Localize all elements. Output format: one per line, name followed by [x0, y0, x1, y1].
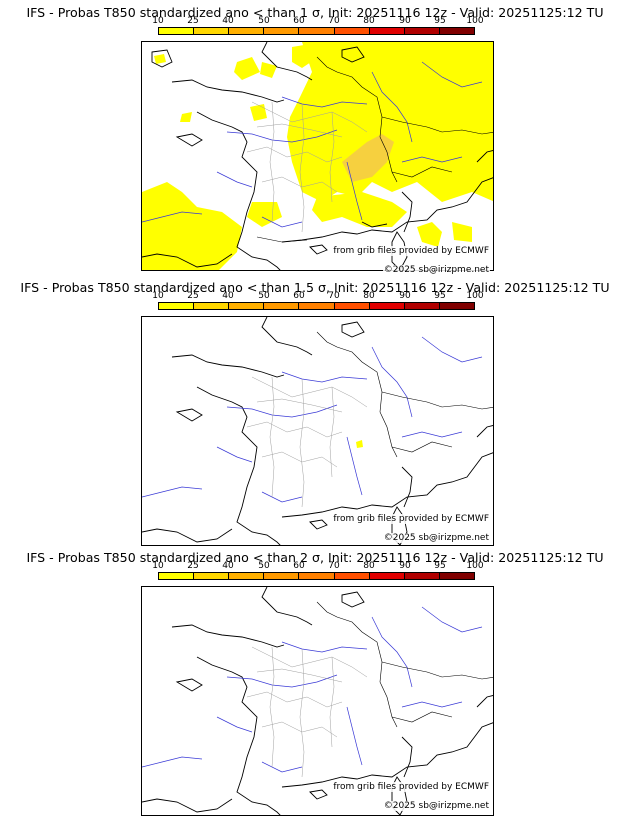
colorbar-tick: 100 [466, 291, 484, 301]
colorbar-swatch [334, 573, 370, 579]
colorbar-tick: 95 [434, 291, 446, 301]
colorbar-tick: 60 [293, 561, 305, 571]
probability-shading-mid [342, 134, 394, 182]
colorbar-swatch [159, 303, 195, 309]
colorbar-tick: 50 [258, 291, 270, 301]
country-borders [316, 331, 493, 458]
colorbar-swatch [264, 303, 300, 309]
panel-title: IFS - Probas T850 standardized ano < tha… [26, 5, 604, 20]
map-panel-2: IFS - Probas T850 standardized ano < tha… [0, 275, 630, 546]
colorbar-swatch [299, 28, 335, 34]
colorbar-tick: 40 [222, 561, 234, 571]
colorbar-tick: 90 [399, 291, 411, 301]
panel-title: IFS - Probas T850 standardized ano < tha… [20, 280, 610, 295]
colorbar-swatch [159, 573, 195, 579]
rivers [142, 336, 483, 503]
source-credit: from grib files provided by ECMWF [332, 246, 490, 256]
colorbar-tick: 95 [434, 16, 446, 26]
colorbar-tick-labels: 10 25 40 50 60 70 80 90 95 100 [140, 561, 510, 571]
colorbar-tick: 80 [363, 561, 375, 571]
region-borders [246, 101, 368, 233]
colorbar-swatch [264, 28, 300, 34]
region-borders [246, 376, 368, 508]
map-frame [141, 41, 494, 271]
colorbar [158, 302, 475, 310]
country-borders [256, 56, 493, 243]
source-credit: from grib files provided by ECMWF [332, 782, 490, 792]
colorbar-tick: 50 [258, 561, 270, 571]
rivers [142, 61, 483, 228]
map-frame [141, 586, 494, 816]
colorbar-tick: 90 [399, 561, 411, 571]
copyright-credit: ©2025 sb@irizpme.net [382, 265, 490, 275]
map-frame [141, 316, 494, 546]
colorbar-swatch [439, 28, 474, 34]
colorbar-swatch [334, 28, 370, 34]
colorbar-tick: 25 [187, 561, 199, 571]
colorbar-tick: 10 [152, 291, 164, 301]
colorbar-tick: 25 [187, 291, 199, 301]
colorbar-tick-labels: 10 25 40 50 60 70 80 90 95 100 [140, 291, 510, 301]
colorbar-swatch [194, 28, 230, 34]
colorbar-swatch [369, 573, 405, 579]
colorbar-tick: 10 [152, 16, 164, 26]
colorbar-tick: 10 [152, 561, 164, 571]
colorbar-swatch [404, 28, 440, 34]
colorbar-tick: 60 [293, 291, 305, 301]
colorbar-tick: 100 [466, 16, 484, 26]
colorbar-swatch [369, 303, 405, 309]
rivers [142, 606, 483, 773]
region-borders [246, 646, 368, 778]
colorbar-swatch [229, 303, 265, 309]
map-panel-1: IFS - Probas T850 standardized ano < tha… [0, 0, 630, 275]
colorbar [158, 572, 475, 580]
colorbar-tick: 70 [328, 16, 340, 26]
colorbar [158, 27, 475, 35]
colorbar-tick: 25 [187, 16, 199, 26]
colorbar-swatch [404, 573, 440, 579]
colorbar-tick: 70 [328, 561, 340, 571]
colorbar-swatch [439, 303, 474, 309]
colorbar-tick: 90 [399, 16, 411, 26]
copyright-credit: ©2025 sb@irizpme.net [382, 533, 490, 543]
coastline [142, 42, 493, 270]
country-borders [316, 601, 493, 728]
probability-map [142, 42, 493, 270]
colorbar-tick: 95 [434, 561, 446, 571]
probability-map [142, 317, 493, 545]
source-credit: from grib files provided by ECMWF [332, 514, 490, 524]
colorbar-swatch [334, 303, 370, 309]
colorbar-swatch [229, 573, 265, 579]
colorbar-swatch [264, 573, 300, 579]
colorbar-swatch [299, 573, 335, 579]
colorbar-swatch [159, 28, 195, 34]
map-panel-3: IFS - Probas T850 standardized ano < tha… [0, 545, 630, 816]
colorbar-swatch [439, 573, 474, 579]
colorbar-swatch [229, 28, 265, 34]
colorbar-tick: 80 [363, 16, 375, 26]
colorbar-swatch [299, 303, 335, 309]
colorbar-tick: 80 [363, 291, 375, 301]
copyright-credit: ©2025 sb@irizpme.net [382, 801, 490, 811]
colorbar-tick: 40 [222, 291, 234, 301]
colorbar-tick: 60 [293, 16, 305, 26]
colorbar-swatch [194, 303, 230, 309]
colorbar-tick: 50 [258, 16, 270, 26]
colorbar-tick: 40 [222, 16, 234, 26]
colorbar-tick: 70 [328, 291, 340, 301]
colorbar-swatch [369, 28, 405, 34]
colorbar-tick-labels: 10 25 40 50 60 70 80 90 95 100 [140, 16, 510, 26]
panel-title: IFS - Probas T850 standardized ano < tha… [26, 550, 604, 565]
colorbar-tick: 100 [466, 561, 484, 571]
probability-shading [356, 440, 363, 448]
colorbar-swatch [194, 573, 230, 579]
colorbar-swatch [404, 303, 440, 309]
